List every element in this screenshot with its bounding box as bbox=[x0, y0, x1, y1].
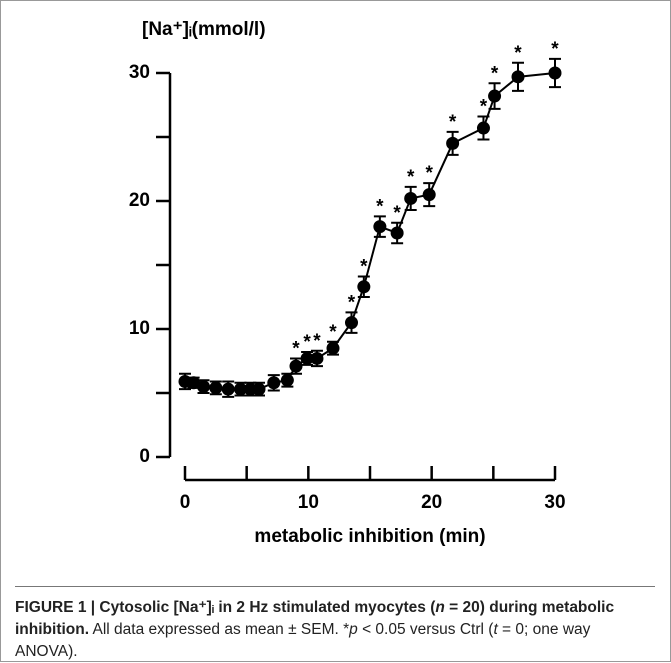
significance-label: * bbox=[480, 97, 488, 118]
data-point bbox=[404, 191, 418, 205]
data-point bbox=[267, 376, 281, 390]
data-line bbox=[184, 72, 556, 391]
x-tick-label: 20 bbox=[421, 492, 442, 513]
x-tick-label: 10 bbox=[298, 492, 319, 513]
significance-label: * bbox=[407, 167, 415, 188]
data-point bbox=[345, 316, 358, 330]
data-point bbox=[234, 382, 247, 396]
caption-text: n bbox=[435, 599, 445, 616]
significance-label: * bbox=[425, 163, 433, 184]
caption-text: = 20) during metabolic inhibition. bbox=[15, 599, 615, 638]
significance-label: * bbox=[313, 331, 321, 352]
x-axis-title: metabolic inhibition (min) bbox=[254, 526, 485, 547]
data-point bbox=[511, 70, 525, 84]
significance-label: * bbox=[449, 112, 457, 133]
data-point bbox=[289, 359, 303, 373]
caption-text: = 0; one way ANOVA). bbox=[15, 621, 591, 660]
data-point bbox=[446, 136, 460, 150]
data-point bbox=[280, 373, 294, 387]
data-point bbox=[390, 226, 404, 240]
caption-text: < 0.05 versus Ctrl ( bbox=[357, 621, 494, 638]
data-point bbox=[197, 380, 210, 394]
significance-label: * bbox=[348, 292, 356, 313]
chart: [Na⁺]ᵢ(mmol/l) metabolic inhibition (min… bbox=[129, 19, 566, 547]
y-tick-label: 20 bbox=[129, 190, 150, 211]
significance-label: * bbox=[393, 203, 401, 224]
significance-label: * bbox=[376, 196, 384, 217]
caption-text: t bbox=[493, 621, 498, 638]
significance-label: * bbox=[514, 43, 522, 64]
data-point bbox=[209, 381, 223, 395]
y-axis-title: [Na⁺]ᵢ(mmol/l) bbox=[142, 19, 266, 40]
data-point bbox=[187, 376, 201, 390]
y-tick-label: 30 bbox=[129, 62, 150, 83]
x-tick-label: 30 bbox=[544, 492, 565, 513]
data-point bbox=[422, 188, 436, 202]
caption-text: All data expressed as mean ± SEM. * bbox=[89, 621, 350, 638]
data-point bbox=[310, 351, 324, 365]
x-tick-label: 0 bbox=[180, 492, 191, 513]
caption: FIGURE 1 | Cytosolic [Na⁺]ᵢ in 2 Hz stim… bbox=[15, 586, 655, 663]
y-tick-label: 0 bbox=[139, 446, 150, 467]
caption-text: FIGURE 1 | Cytosolic [Na⁺]ᵢ in 2 Hz stim… bbox=[15, 599, 436, 616]
data-point bbox=[326, 341, 340, 355]
data-point bbox=[221, 382, 235, 396]
data-point bbox=[548, 66, 562, 80]
caption-text: p bbox=[349, 621, 358, 638]
y-tick-label: 10 bbox=[129, 318, 150, 339]
data-point bbox=[252, 382, 266, 396]
data-point bbox=[357, 280, 371, 294]
data-point bbox=[488, 89, 502, 103]
significance-label: * bbox=[329, 322, 337, 343]
significance-label: * bbox=[292, 338, 300, 359]
data-point bbox=[476, 121, 490, 135]
data-point bbox=[300, 351, 314, 365]
significance-label: * bbox=[360, 257, 368, 278]
data-point bbox=[373, 220, 387, 234]
significance-label: * bbox=[303, 332, 311, 353]
significance-label: * bbox=[491, 63, 499, 84]
significance-label: * bbox=[551, 39, 559, 60]
